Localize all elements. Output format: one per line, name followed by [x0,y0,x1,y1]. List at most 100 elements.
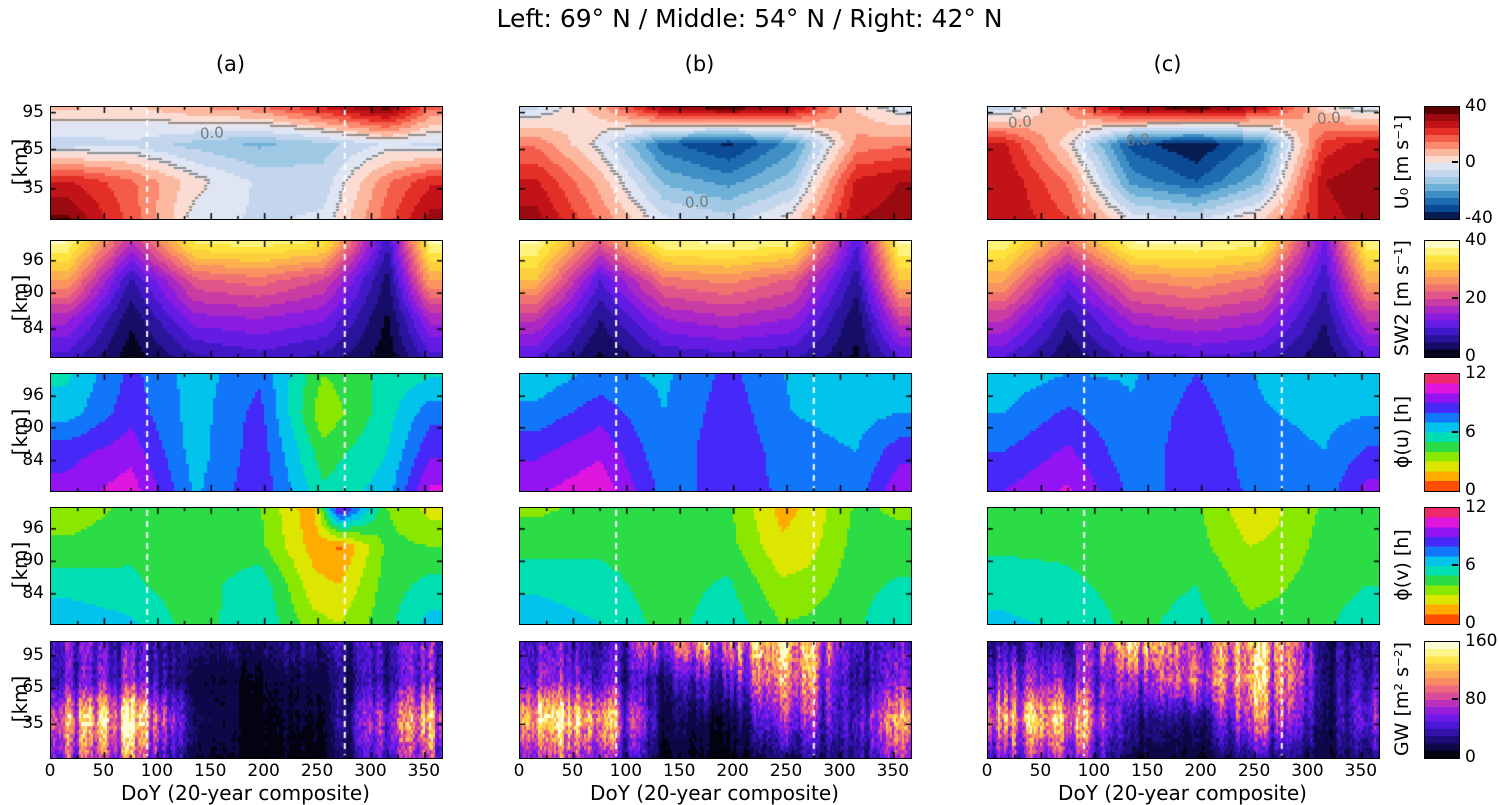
colorbar-label-sw2: SW2 [m s⁻¹] [1391,240,1413,356]
x-tick-label: 200 [1184,761,1217,781]
colorbar-u0 [1424,106,1460,220]
colorbar-midtick [1452,161,1458,163]
heatmap-panel-phiu-a [50,373,443,492]
heatmap-panel-gw-c [987,641,1380,759]
heatmap-canvas-u0-c [988,107,1379,219]
x-tick-label: 100 [1077,761,1111,781]
zero-contour-label: 0.0 [1124,129,1151,150]
heatmap-panel-phiu-b [519,373,912,492]
x-tick-label: 150 [1131,761,1164,781]
heatmap-panel-u0-a [50,106,443,220]
column-label-b: (b) [684,52,715,76]
colorbar-tick-label: 0 [1465,152,1476,172]
x-tick-label: 250 [300,761,334,781]
x-tick-label: 50 [92,761,115,781]
colorbar-midtick [1452,297,1458,299]
heatmap-panel-sw2-b [519,240,912,358]
y-tick-label: 84 [22,582,44,603]
y-tick-label: 95 [22,644,44,665]
heatmap-canvas-gw-b [520,642,911,758]
colorbar-tick-label: -40 [1465,208,1493,228]
colorbar-tick-label: 12 [1465,497,1487,517]
y-tick-label: 95 [22,101,44,122]
x-tick-label: 200 [716,761,749,781]
heatmap-canvas-phiu-a [51,374,442,491]
heatmap-canvas-u0-a [51,107,442,219]
colorbar-tick-label: 160 [1465,631,1498,651]
x-tick-label: 150 [194,761,227,781]
x-axis-label: DoY (20-year composite) [1058,781,1307,805]
colorbar-phiv [1424,507,1460,625]
heatmap-canvas-phiu-b [520,374,911,491]
y-tick-label: 90 [22,282,44,303]
colorbar-midtick [1452,430,1458,433]
colorbar-tick-label: 6 [1465,421,1476,442]
colorbar-tick-label: 0 [1465,747,1476,767]
heatmap-panel-sw2-a [50,240,443,358]
x-tick-label: 0 [981,761,993,781]
heatmap-panel-u0-c [987,106,1380,220]
zero-contour-label: 0.0 [1316,108,1342,129]
figure-title: Left: 69° N / Middle: 54° N / Right: 42°… [496,4,1003,33]
heatmap-panel-phiv-b [519,507,912,625]
colorbar-phiu [1424,373,1460,492]
heatmap-canvas-gw-a [51,642,442,758]
x-tick-label: 50 [1029,761,1052,781]
y-tick-label: 90 [22,550,44,571]
x-tick-label: 100 [609,761,643,781]
colorbar-midtick [1452,564,1458,566]
colorbar-midtick [1452,698,1458,700]
zero-contour-label: 0.0 [684,192,710,213]
colorbar-label-gw: GW [m² s⁻²] [1391,641,1413,757]
heatmap-canvas-sw2-b [520,241,911,357]
y-tick-label: 96 [22,249,44,270]
heatmap-canvas-phiv-b [520,508,911,624]
heatmap-panel-phiv-c [987,507,1380,625]
x-tick-label: 350 [1344,761,1378,781]
zero-contour-label: 0.0 [1007,111,1033,132]
colorbar-tick-label: 12 [1465,363,1487,383]
colorbar-tick-label: 40 [1465,96,1487,116]
x-tick-label: 250 [1237,761,1271,781]
colorbar-gw [1424,641,1460,759]
x-tick-label: 350 [407,761,441,781]
colorbar-tick-label: 0 [1465,346,1476,366]
colorbar-tick-label: 6 [1465,555,1476,575]
x-tick-label: 350 [876,761,910,781]
x-tick-label: 50 [561,761,584,781]
y-tick-label: 96 [22,385,44,406]
colorbar-label-phiv: ϕ(v) [h] [1391,529,1413,601]
heatmap-panel-sw2-c [987,240,1380,358]
x-tick-label: 200 [247,761,280,781]
x-axis-label: DoY (20-year composite) [121,781,370,805]
colorbar-tick-label: 0 [1465,613,1476,633]
y-tick-label: 84 [22,449,44,470]
y-tick-label: 96 [22,517,44,538]
heatmap-panel-phiu-c [987,373,1380,492]
x-tick-label: 300 [354,761,387,781]
column-label-a: (a) [215,52,246,76]
heatmap-panel-u0-b [519,106,912,220]
colorbar-tick-label: 40 [1465,230,1487,250]
heatmap-canvas-phiv-c [988,508,1379,624]
heatmap-canvas-gw-c [988,642,1379,758]
zero-contour-label: 0.0 [199,123,225,143]
x-tick-label: 0 [44,761,56,781]
y-tick-label: 35 [22,713,44,734]
x-tick-label: 100 [140,761,174,781]
colorbar-sw2 [1424,240,1460,358]
heatmap-canvas-phiv-a [51,508,442,624]
y-tick-label: 90 [22,416,44,437]
heatmap-panel-gw-a [50,641,443,759]
heatmap-canvas-phiu-c [988,374,1379,491]
heatmap-canvas-sw2-c [988,241,1379,357]
y-tick-label: 84 [22,318,44,339]
colorbar-label-u0: U₀ [m s⁻¹] [1391,114,1413,210]
column-label-c: (c) [1153,52,1182,76]
heatmap-panel-phiv-a [50,507,443,625]
colorbar-tick-label: 0 [1465,480,1476,500]
colorbar-label-phiu: ϕ(u) [h] [1391,395,1413,468]
x-tick-label: 300 [1291,761,1324,781]
y-tick-label: 65 [22,677,44,698]
